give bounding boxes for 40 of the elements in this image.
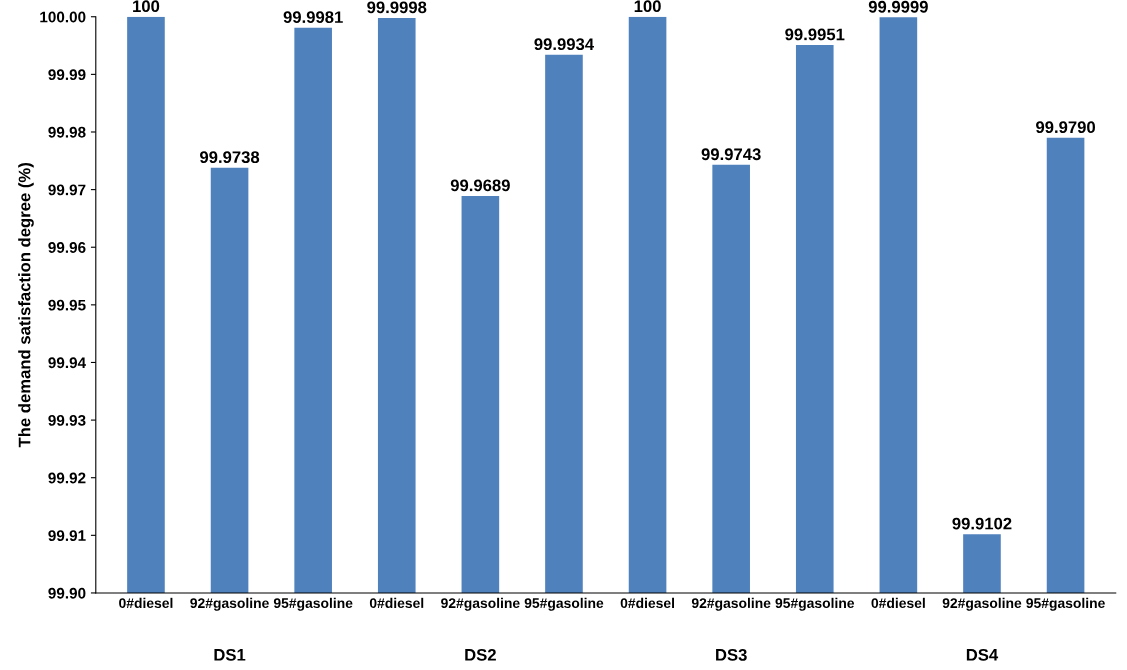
y-tick-label: 99.94 xyxy=(48,357,86,369)
x-tick-label: 0#diesel xyxy=(871,597,925,609)
y-tick-label: 99.97 xyxy=(48,184,86,196)
x-tick-label: 0#diesel xyxy=(369,597,424,609)
text: DS3 xyxy=(716,648,747,661)
y-tick-label: 99.98 xyxy=(48,126,86,138)
text: DS1 xyxy=(214,648,246,661)
data-label: 99.9689 xyxy=(450,179,510,192)
x-tick-label: 92#gasoline xyxy=(942,597,1022,611)
data-label: 99.9998 xyxy=(367,1,427,14)
data-label: 99.9934 xyxy=(534,38,594,51)
x-tick-label: 92#gasoline xyxy=(441,597,520,611)
data-label: 99.9102 xyxy=(952,517,1012,530)
x-tick-label: 0#diesel xyxy=(119,597,173,609)
x-tick-label: 92#gasoline xyxy=(190,597,269,611)
data-label: 100 xyxy=(634,0,661,13)
x-tick-label: 95#gasoline xyxy=(1026,597,1105,611)
text: DS4 xyxy=(966,648,999,661)
x-tick-label: 95#gasoline xyxy=(524,597,604,611)
data-label: 99.9743 xyxy=(701,148,761,161)
y-tick-label: 99.90 xyxy=(48,587,86,599)
x-tick-label: 92#gasoline xyxy=(691,597,771,611)
x-tick-label: 95#gasoline xyxy=(273,597,353,611)
data-label: 99.9738 xyxy=(200,151,260,164)
y-tick-label: 100.00 xyxy=(40,11,86,23)
y-tick-label: 99.95 xyxy=(48,299,86,311)
y-tick-label: 99.96 xyxy=(48,242,86,253)
y-tick-label: 99.99 xyxy=(48,69,86,81)
data-label: 99.9981 xyxy=(283,11,343,24)
text: DS2 xyxy=(465,648,496,661)
data-label: 99.9951 xyxy=(785,28,845,41)
y-tick-label: 99.91 xyxy=(48,530,86,542)
data-label: 100 xyxy=(133,0,160,13)
y-axis-title: The demand satisfaction degree (%) xyxy=(18,163,34,448)
x-tick-label: 0#diesel xyxy=(620,597,674,609)
y-tick-label: 99.93 xyxy=(48,414,86,426)
data-label: 99.9999 xyxy=(868,0,928,13)
y-tick-label: 99.92 xyxy=(48,472,86,484)
data-label: 99.9790 xyxy=(1036,121,1096,134)
x-tick-label: 95#gasoline xyxy=(775,597,855,611)
